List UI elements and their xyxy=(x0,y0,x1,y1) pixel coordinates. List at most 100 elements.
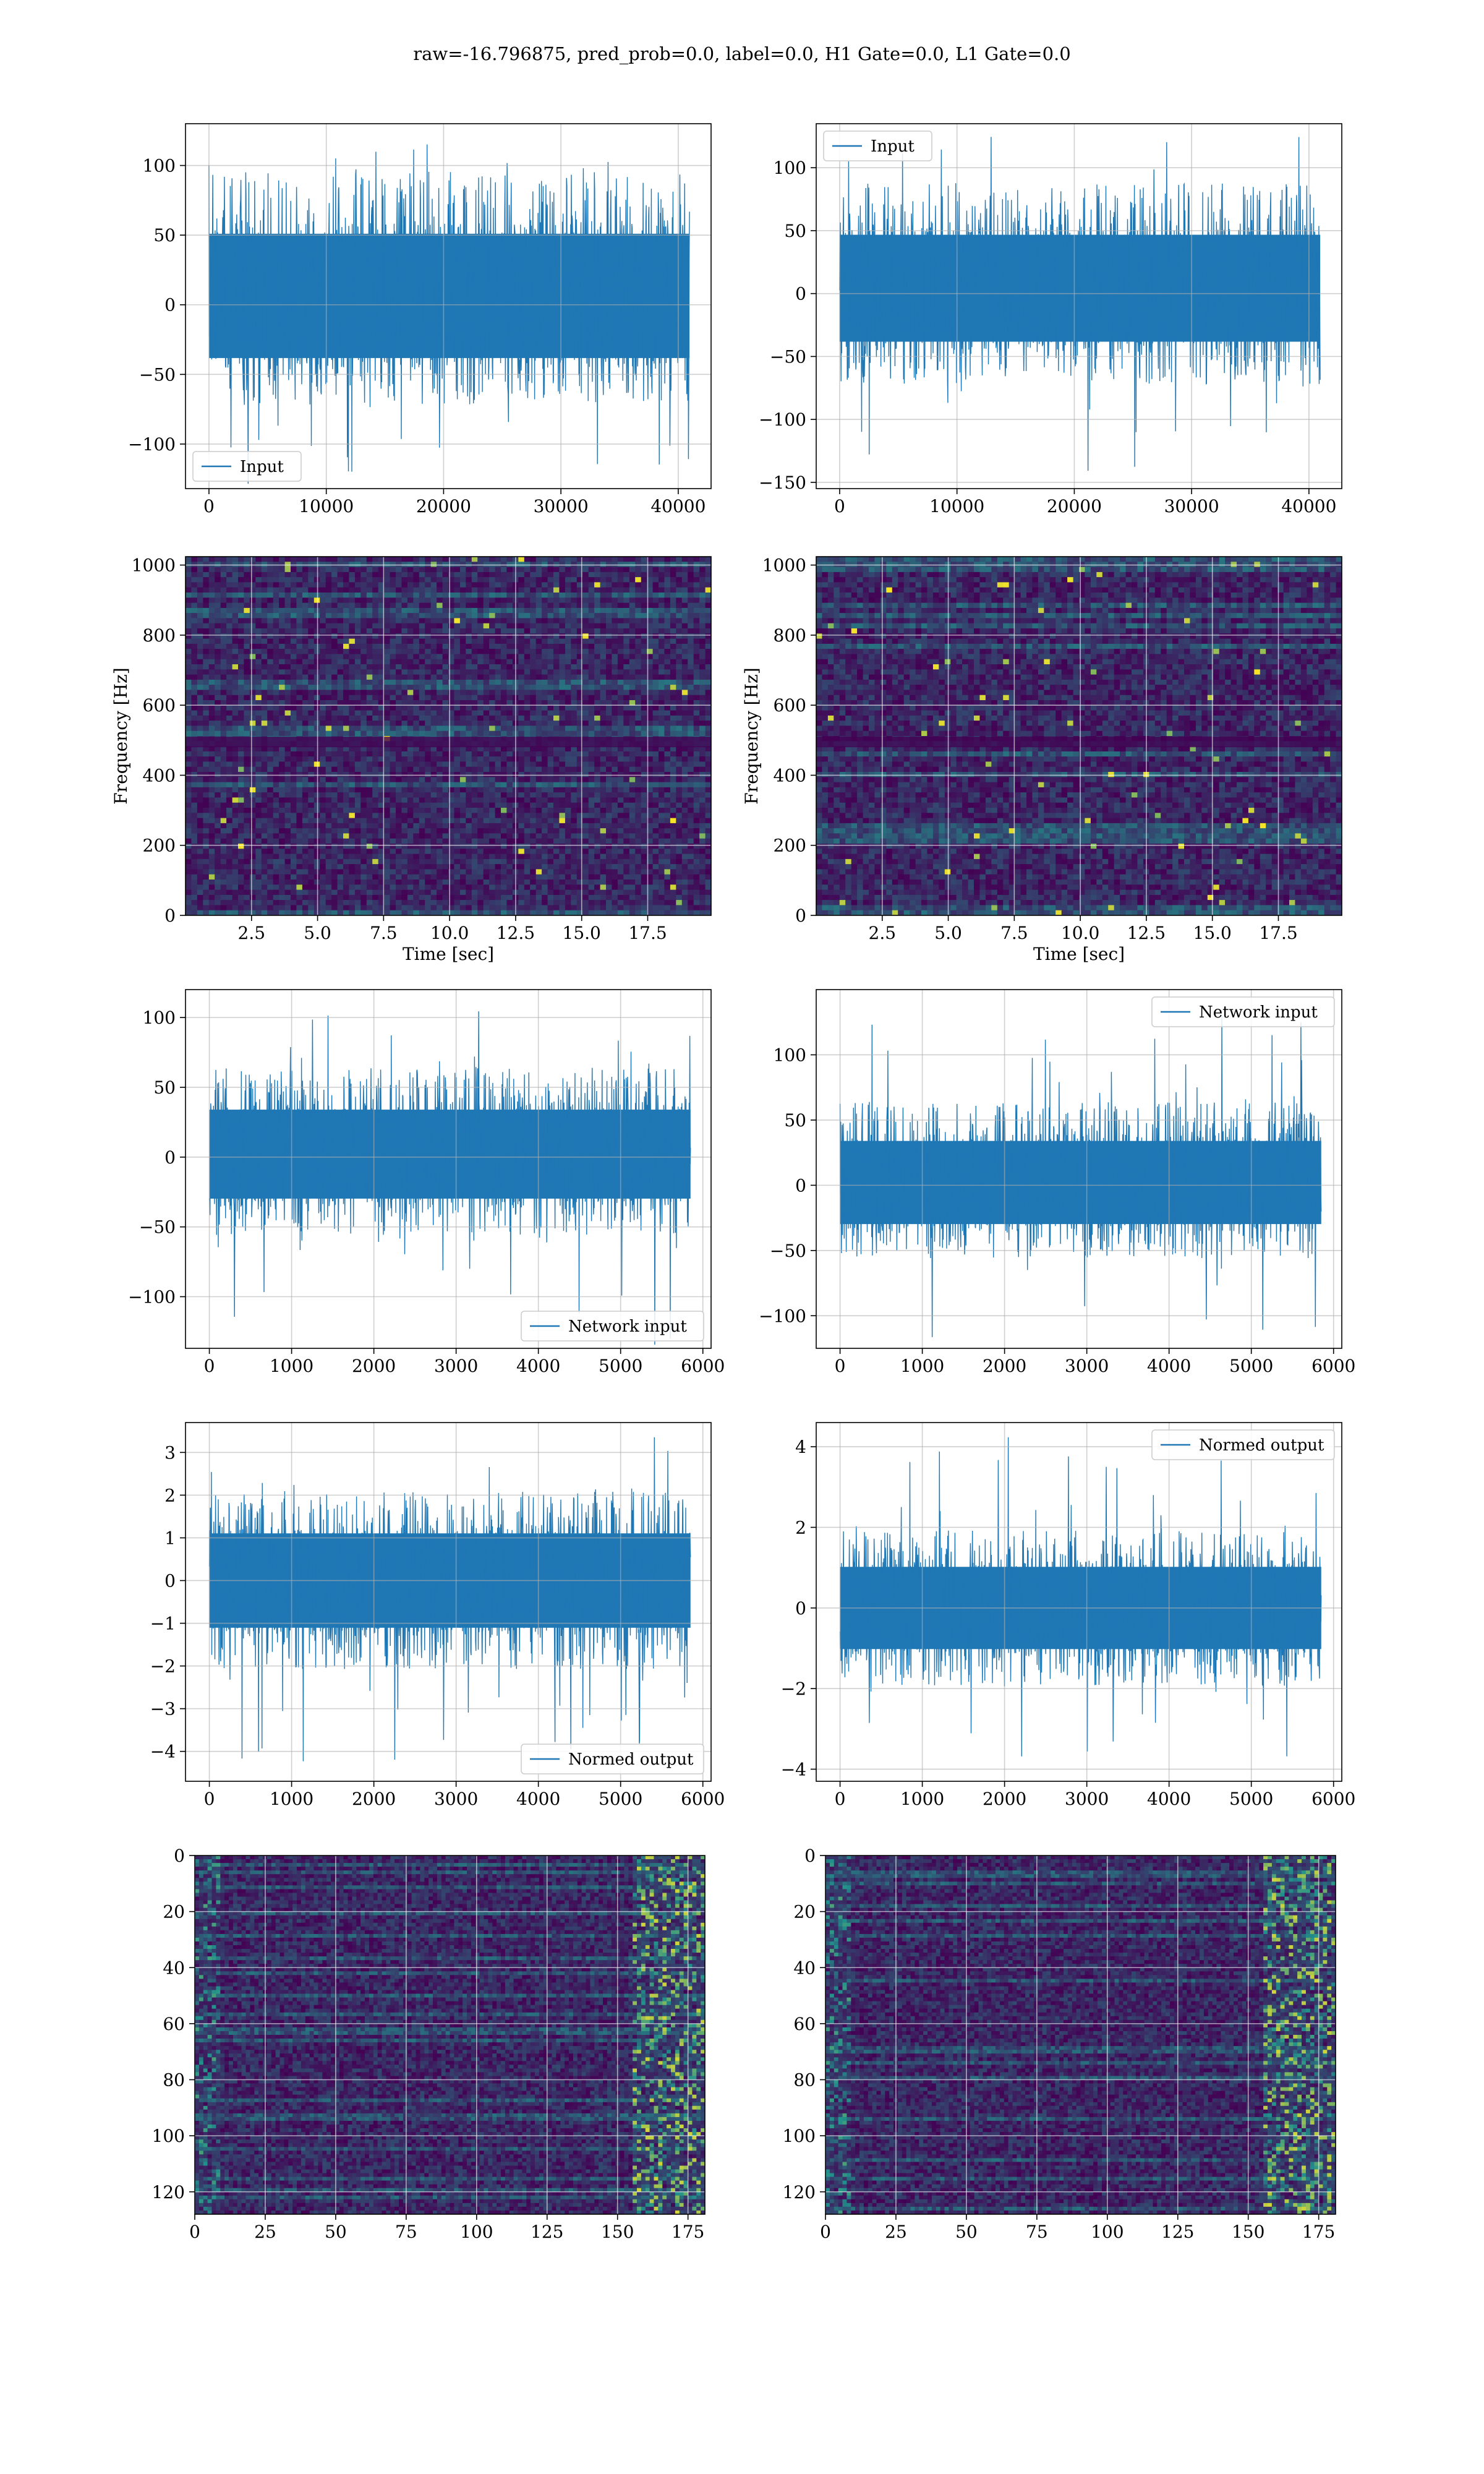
x-tick-label: 2000 xyxy=(352,1789,396,1809)
legend-label: Normed output xyxy=(1199,1436,1324,1455)
figure-title: raw=-16.796875, pred_prob=0.0, label=0.0… xyxy=(0,43,1484,64)
y-tick-label: 0 xyxy=(164,905,176,926)
y-tick-label: 0 xyxy=(174,1846,185,1866)
x-tick-label: 15.0 xyxy=(1193,923,1232,943)
x-tick-label: 125 xyxy=(1161,2222,1194,2242)
x-tick-label: 2000 xyxy=(352,1356,396,1376)
plot-frame xyxy=(194,1855,706,2215)
x-tick-label: 4000 xyxy=(1147,1789,1191,1809)
y-tick-label: −50 xyxy=(139,1217,176,1238)
y-tick-label: −100 xyxy=(128,1286,176,1307)
legend-box xyxy=(521,1311,704,1342)
x-tick-label: 10000 xyxy=(299,496,354,516)
series-line xyxy=(839,137,1321,471)
legend: Network input xyxy=(1151,996,1335,1027)
y-tick-label: −4 xyxy=(150,1742,176,1762)
legend: Input xyxy=(192,451,302,482)
legend-label: Input xyxy=(240,458,284,476)
x-tick-label: 7.5 xyxy=(370,923,398,943)
y-tick-label: 200 xyxy=(774,836,806,856)
y-tick-label: −2 xyxy=(781,1679,806,1699)
x-tick-label: 10.0 xyxy=(1061,923,1099,943)
y-tick-label: 50 xyxy=(153,225,176,246)
y-tick-label: 800 xyxy=(774,625,806,646)
x-tick-label: 5.0 xyxy=(934,923,962,943)
x-tick-label: 50 xyxy=(325,2222,347,2242)
x-tick-label: 0 xyxy=(834,496,845,516)
plot-frame xyxy=(185,123,712,489)
chart-spectrogram-right: 2.5 5.0 7.5 10.0 12.5 15.0 17.5 0 200 400 600 800 10… xyxy=(741,555,1342,964)
x-tick-label: 40000 xyxy=(1281,496,1336,516)
x-tick-label: 150 xyxy=(1232,2222,1264,2242)
x-tick-label: 100 xyxy=(460,2222,493,2242)
x-tick-label: 25 xyxy=(254,2222,276,2242)
y-tick-label: 2 xyxy=(164,1485,176,1505)
x-tick-label: 6000 xyxy=(1311,1356,1355,1376)
y-tick-label: 600 xyxy=(774,695,806,716)
y-tick-label: −100 xyxy=(759,409,806,430)
y-tick-label: −50 xyxy=(770,346,806,367)
x-tick-label: 75 xyxy=(1026,2222,1048,2242)
plot-frame xyxy=(185,556,712,916)
y-tick-label: 4 xyxy=(795,1437,806,1457)
x-tick-label: 175 xyxy=(672,2222,704,2242)
x-tick-label: 0 xyxy=(835,1356,846,1376)
y-tick-label: 400 xyxy=(774,765,806,785)
y-tick-label: 200 xyxy=(143,836,176,856)
x-tick-label: 15.0 xyxy=(563,923,601,943)
plot-frame xyxy=(185,1422,712,1782)
x-tick-label: 12.5 xyxy=(1127,923,1166,943)
x-tick-label: 0 xyxy=(835,1789,846,1809)
x-tick-label: 7.5 xyxy=(1000,923,1028,943)
y-tick-label: −1 xyxy=(150,1614,176,1634)
y-tick-label: 0 xyxy=(795,284,806,304)
y-tick-label: −100 xyxy=(128,434,176,455)
x-tick-label: 175 xyxy=(1302,2222,1335,2242)
x-tick-label: 4000 xyxy=(516,1356,560,1376)
y-tick-label: −100 xyxy=(759,1306,806,1326)
y-tick-label: 0 xyxy=(795,905,806,926)
series-line xyxy=(208,1011,691,1345)
x-tick-label: 5000 xyxy=(1229,1356,1273,1376)
chart-normed-right: 0 1000 2000 3000 4000 5000 6000 −4 −2 0 2 4 Normed o… xyxy=(781,1422,1355,1809)
x-tick-label: 30000 xyxy=(1164,496,1219,516)
y-tick-label: 100 xyxy=(774,1045,806,1065)
x-tick-label: 0 xyxy=(203,496,215,516)
y-tick-label: 40 xyxy=(163,1958,185,1978)
chart-spectrogram-left: 2.5 5.0 7.5 10.0 12.5 15.0 17.5 0 200 400 600 800 10… xyxy=(111,555,712,964)
plot-frame xyxy=(816,1422,1342,1782)
chart-feature-right: 0 25 50 75 100 125 150 175 0 20 40 60 80 100 120 xyxy=(783,1846,1336,2242)
y-tick-label: 0 xyxy=(804,1846,816,1866)
y-tick-label: 100 xyxy=(143,156,176,176)
x-tick-label: 2.5 xyxy=(869,923,897,943)
y-tick-label: −2 xyxy=(150,1656,176,1677)
y-tick-label: −3 xyxy=(150,1699,176,1719)
y-tick-label: −50 xyxy=(139,364,176,385)
y-tick-label: 0 xyxy=(164,295,176,315)
chart-network-left: 0 1000 2000 3000 4000 5000 6000 −100 −50 0 50 100 Ne… xyxy=(128,989,725,1376)
x-tick-label: 0 xyxy=(204,1789,215,1809)
y-tick-label: 2 xyxy=(795,1517,806,1538)
y-tick-label: 50 xyxy=(784,1110,806,1131)
x-tick-label: 20000 xyxy=(416,496,471,516)
x-tick-label: 6000 xyxy=(681,1356,725,1376)
y-tick-label: 100 xyxy=(783,2126,816,2146)
x-tick-label: 3000 xyxy=(434,1789,478,1809)
series-line xyxy=(839,1437,1322,1757)
chart-normed-left: 0 1000 2000 3000 4000 5000 6000 −4 −3 −2 −1 0 1 2 3 Nor… xyxy=(150,1422,725,1809)
x-tick-label: 5000 xyxy=(599,1789,642,1809)
series-line xyxy=(839,1016,1322,1337)
x-tick-label: 3000 xyxy=(1065,1356,1109,1376)
chart-feature-left: 0 25 50 75 100 125 150 175 0 20 40 60 80 100 120 xyxy=(152,1846,706,2242)
y-tick-label: 80 xyxy=(793,2070,816,2091)
y-tick-label: 100 xyxy=(774,158,806,178)
x-tick-label: 30000 xyxy=(534,496,589,516)
legend-label: Network input xyxy=(568,1317,687,1336)
legend-box xyxy=(1151,1429,1335,1460)
plot-frame xyxy=(825,1855,1336,2215)
y-tick-label: 600 xyxy=(143,695,176,716)
x-tick-label: 1000 xyxy=(900,1789,944,1809)
y-tick-label: 0 xyxy=(795,1598,806,1619)
y-tick-label: 20 xyxy=(793,1902,816,1922)
